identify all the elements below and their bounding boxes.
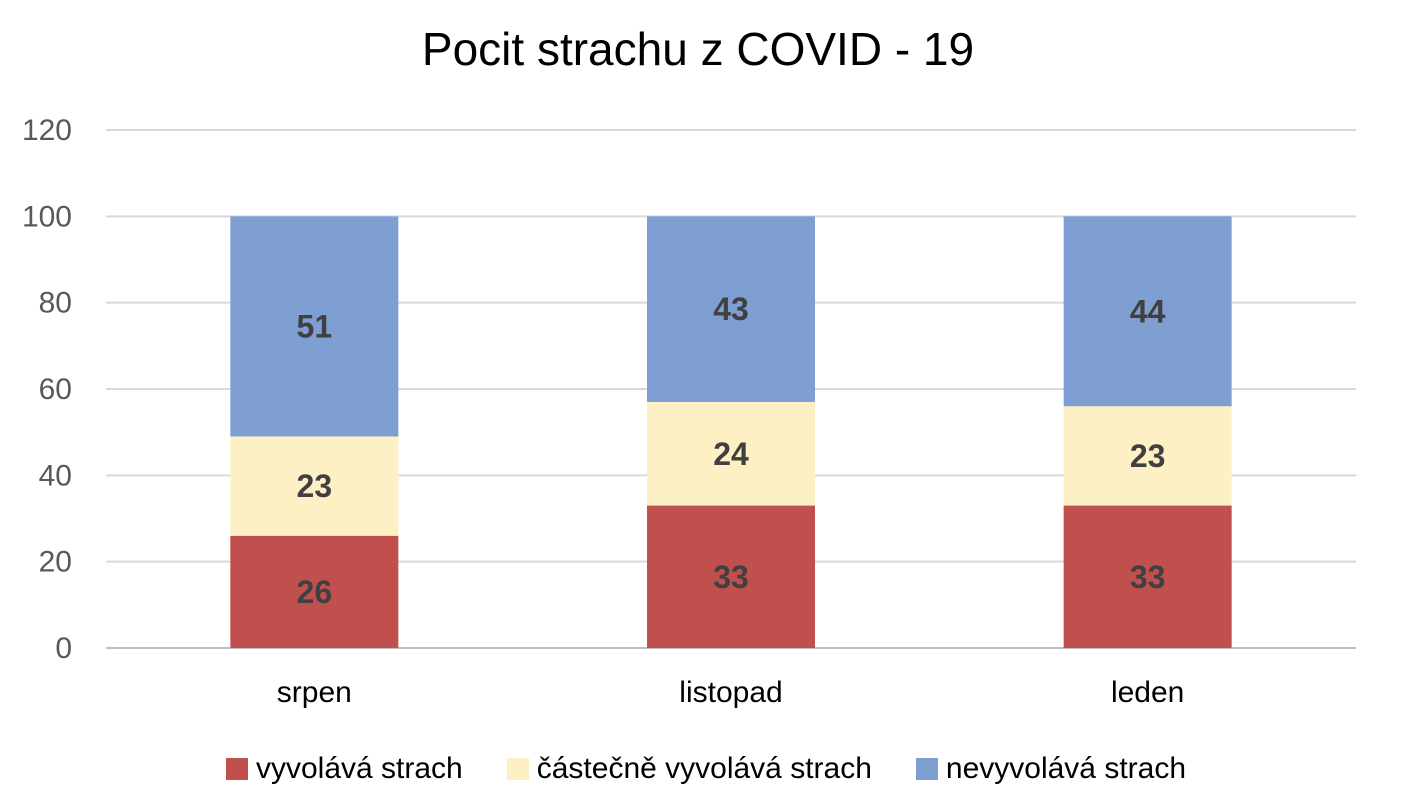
bar-segment: [647, 401, 815, 506]
x-category-label: leden: [1111, 676, 1184, 709]
y-tick-label: 80: [39, 287, 72, 320]
y-tick-label: 120: [22, 114, 72, 147]
data-label: 43: [713, 291, 749, 327]
bars: [230, 216, 1232, 648]
data-label: 23: [1130, 438, 1166, 474]
y-tick-label: 20: [39, 546, 72, 579]
bar-segment: [1063, 406, 1232, 506]
data-label: 44: [1130, 293, 1166, 329]
chart-title: Pocit strachu z COVID - 19: [421, 23, 975, 75]
data-label: 26: [297, 574, 333, 610]
data-labels: 26 23 51 33 24 43 33 23 44: [297, 291, 1166, 610]
legend-swatch: [506, 758, 529, 780]
bar-segment: [647, 505, 815, 648]
y-tick-label: 60: [39, 373, 72, 406]
bar-segment: [230, 436, 399, 536]
legend: vyvolává strach částečně vyvolává strach n…: [0, 752, 1412, 786]
y-axis-tick-labels: 0 20 40 60 80 100 120: [22, 114, 72, 665]
bar-segment: [230, 216, 399, 437]
stacked-bar-chart: 0 20 40 60 80 100 120 26 23 51 33 24 43 33 23 44 srpen…: [22, 114, 1356, 709]
data-label: 23: [297, 468, 333, 504]
legend-item: nevyvolává strach: [915, 752, 1187, 786]
legend-label: částečně vyvolává strach: [536, 752, 872, 785]
data-label: 51: [297, 308, 333, 344]
x-category-label: listopad: [679, 676, 782, 709]
legend-item: částečně vyvolává strach: [506, 752, 872, 786]
y-tick-label: 100: [22, 200, 72, 233]
y-tick-label: 40: [39, 459, 72, 492]
x-axis-category-labels: srpen listopad leden: [277, 676, 1185, 709]
x-category-label: srpen: [277, 676, 352, 709]
legend-swatch: [915, 758, 938, 780]
legend-label: nevyvolává strach: [945, 752, 1187, 785]
bar-segment: [1063, 216, 1232, 407]
data-label: 33: [713, 559, 749, 595]
legend-item: vyvolává strach: [225, 752, 463, 786]
data-label: 24: [713, 436, 749, 472]
legend-swatch: [225, 758, 248, 780]
y-tick-label: 0: [55, 632, 72, 665]
bar-segment: [230, 535, 399, 648]
bar-segment: [1063, 505, 1232, 648]
legend-label: vyvolává strach: [255, 752, 463, 785]
data-label: 33: [1130, 559, 1166, 595]
bar-segment: [647, 216, 815, 402]
